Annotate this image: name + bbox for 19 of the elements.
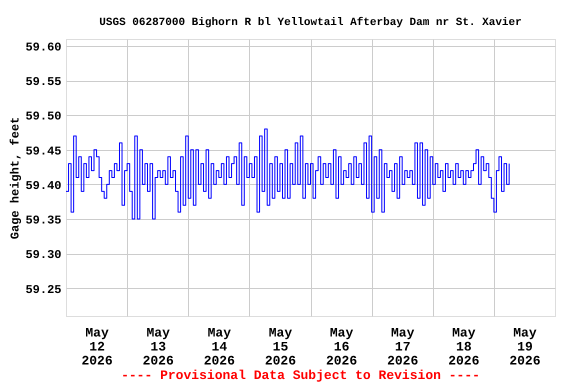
x-tick-label: May 15 2026 (264, 326, 296, 368)
x-tick-label: May 16 2026 (326, 326, 358, 368)
y-tick-label: 59.40 (25, 178, 62, 193)
text: ---- Provisional Data Subject to Revision ---- (121, 368, 480, 383)
y-tick-label: 59.60 (25, 40, 62, 54)
y-tick-label: 59.35 (25, 214, 62, 228)
x-tick-label: May 17 2026 (387, 326, 418, 368)
y-tick-label: 59.55 (25, 75, 62, 90)
y-axis-title: Gage height, feet (8, 116, 22, 240)
chart-title: USGS 06287000 Bighorn R bl Yellowtail Afterbay Dam nr St. Xavier (99, 16, 522, 29)
x-tick-label: May 12 2026 (81, 326, 113, 368)
x-tick-label: May 19 2026 (509, 326, 541, 368)
y-tick-label: 59.30 (25, 248, 62, 262)
y-tick-label: 59.50 (25, 110, 62, 124)
y-tick-label: 59.45 (25, 144, 62, 158)
x-tick-label: May 13 2026 (142, 326, 174, 368)
y-tick-label: 59.25 (25, 282, 62, 297)
x-tick-label: May 18 2026 (448, 326, 480, 368)
x-tick-label: May 14 2026 (204, 326, 236, 368)
